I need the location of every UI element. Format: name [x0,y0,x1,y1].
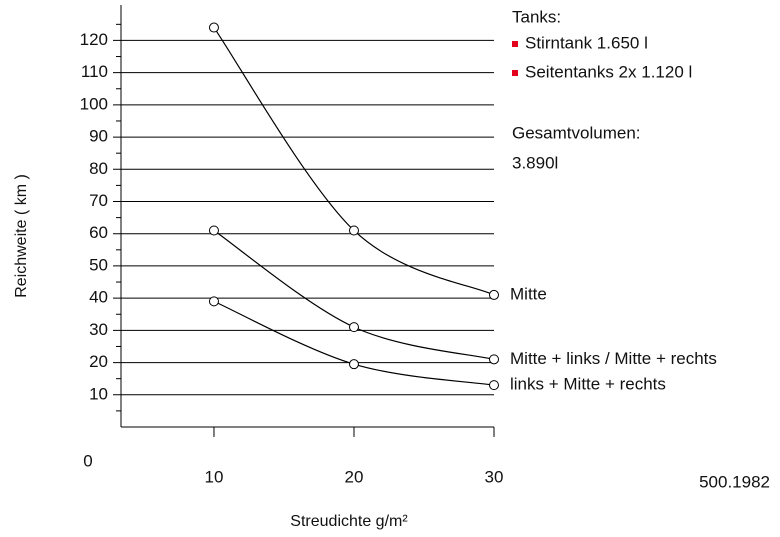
point-marker [348,225,359,236]
x-tick-label: 10 [205,467,224,486]
point-marker [489,354,499,365]
bullet [512,41,518,47]
y-tick-label: 80 [89,159,108,178]
y-tick-label: 110 [81,62,108,81]
series-line [213,27,495,296]
origin-label: 0 [83,451,92,470]
y-tick-label: 60 [89,223,108,242]
y-tick-label: 10 [89,384,108,403]
info-title: Tanks: [512,7,561,26]
y-tick-label: 90 [89,127,108,146]
point-marker [208,22,219,33]
series-line [213,300,495,386]
info-item: Seitentanks 2x 1.120 l [525,62,692,81]
y-tick-label: 20 [89,352,108,371]
series-line [213,230,495,360]
x-tick-label: 30 [485,467,504,486]
point-marker [348,322,359,333]
point-marker [489,380,499,391]
series-label: Mitte [510,284,547,303]
point-marker [208,225,219,236]
y-tick-label: 120 [80,30,108,49]
x-tick-label: 20 [345,467,364,486]
total-value: 3.890l [512,153,558,172]
point-marker [208,296,219,307]
y-tick-label: 100 [80,94,108,113]
series-label: Mitte + links / Mitte + rechts [510,349,717,368]
y-tick-label: 70 [89,191,108,210]
point-marker [348,359,359,370]
y-axis-label: Reichweite ( km ) [13,174,30,298]
total-label: Gesamtvolumen: [512,123,641,142]
point-marker [489,289,499,300]
bullet [512,70,518,76]
y-tick-label: 30 [89,320,108,339]
info-item: Stirntank 1.650 l [525,33,648,52]
x-axis-label: Streudichte g/m² [290,513,408,530]
y-tick-label: 40 [89,288,108,307]
y-tick-label: 50 [89,255,108,274]
figure-id: 500.1982 [699,472,770,491]
series-label: links + Mitte + rechts [510,375,666,394]
